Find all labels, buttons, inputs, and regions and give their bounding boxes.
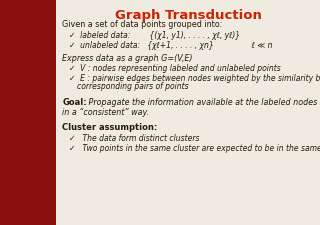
Text: ✓  unlabeled data:   {χℓ+1, . . . . , χn}                ℓ ≪ n: ✓ unlabeled data: {χℓ+1, . . . . , χn} ℓ… [69,40,272,50]
Text: ✓  V : nodes representing labeled and unlabeled points: ✓ V : nodes representing labeled and unl… [69,64,281,73]
Text: corresponding pairs of points: corresponding pairs of points [77,82,188,91]
Text: Propagate the information available at the labeled nodes to unlabeled ones: Propagate the information available at t… [86,98,320,107]
Text: Graph Transduction: Graph Transduction [115,9,261,22]
Text: ✓  E : pairwise edges between nodes weighted by the similarity between the: ✓ E : pairwise edges between nodes weigh… [69,73,320,82]
Text: Express data as a graph G=(V,E): Express data as a graph G=(V,E) [62,53,193,62]
Text: Given a set of data points grouped into:: Given a set of data points grouped into: [62,20,223,29]
Text: Goal:: Goal: [62,98,87,107]
Text: ✓   Two points in the same cluster are expected to be in the same class: ✓ Two points in the same cluster are exp… [69,143,320,152]
Text: ✓   The data form distinct clusters: ✓ The data form distinct clusters [69,133,199,142]
Text: in a “consistent” way.: in a “consistent” way. [62,107,149,116]
Text: ✓  labeled data:        {(χ1, y1), . . . . , χℓ, yℓ)}: ✓ labeled data: {(χ1, y1), . . . . , χℓ,… [69,31,240,40]
Text: Cluster assumption:: Cluster assumption: [62,123,158,132]
Bar [0,0,56,225]
